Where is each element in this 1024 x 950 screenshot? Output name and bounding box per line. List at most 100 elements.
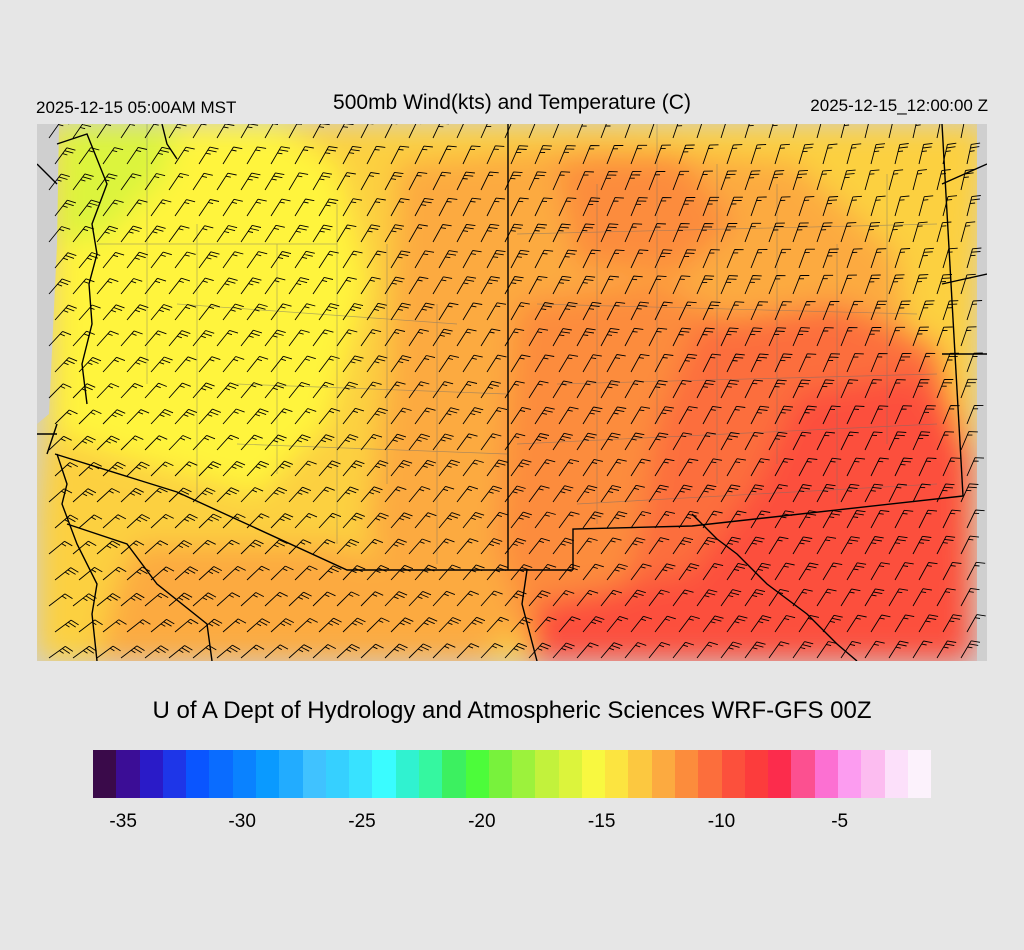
- wind-barb: [336, 381, 358, 399]
- wind-barb: [864, 169, 880, 191]
- wind-barb: [438, 250, 458, 269]
- wind-barb: [390, 302, 411, 321]
- wind-barb: [816, 588, 837, 607]
- wind-barb: [288, 124, 302, 139]
- wind-barb: [864, 274, 881, 295]
- wind-barb: [822, 248, 839, 269]
- wind-barb: [552, 380, 573, 399]
- wind-barb: [558, 301, 578, 321]
- utah-arizona-border: [54, 453, 573, 571]
- colorbar-swatch: [791, 750, 815, 798]
- wind-barb: [630, 406, 651, 425]
- wind-barb: [894, 562, 914, 581]
- wind-barb: [726, 562, 747, 581]
- wind-barb: [528, 537, 551, 555]
- colorbar-swatch: [814, 750, 838, 798]
- wind-barb: [672, 379, 692, 399]
- wind-barb: [438, 302, 459, 321]
- wind-barb: [678, 353, 698, 373]
- wind-barb: [336, 329, 358, 347]
- wind-barb: [822, 405, 841, 425]
- wind-barb: [294, 303, 316, 321]
- wind-barb: [480, 124, 492, 139]
- wind-barb: [672, 641, 695, 659]
- page-title: 500mb Wind(kts) and Temperature (C): [333, 91, 691, 114]
- colorbar-tick-label: -25: [348, 811, 376, 832]
- wind-barb: [126, 356, 149, 373]
- wind-barb: [696, 275, 715, 295]
- wind-barb: [966, 561, 986, 581]
- wind-barb: [552, 590, 575, 607]
- wind-barb: [168, 645, 193, 659]
- wind-barb: [528, 223, 547, 243]
- wind-barb: [918, 142, 933, 165]
- wind-barb: [336, 276, 357, 295]
- wind-barb: [672, 537, 694, 555]
- wind-barb: [168, 435, 192, 451]
- wind-barb: [600, 275, 619, 295]
- wind-barb: [504, 433, 526, 451]
- temp-zone-yellow: [57, 124, 367, 494]
- colorbar-tick-label: -35: [109, 811, 137, 832]
- wind-barb: [96, 540, 121, 555]
- wind-barb: [846, 300, 864, 321]
- wind-barb: [414, 564, 437, 581]
- wind-barb: [798, 457, 818, 477]
- wind-barb: [888, 274, 905, 295]
- wind-barb: [726, 615, 748, 633]
- wind-barb: [798, 562, 819, 581]
- wind-barb: [864, 326, 882, 347]
- wind-barb: [240, 172, 261, 191]
- wind-barb: [936, 483, 955, 503]
- wind-barb: [744, 589, 766, 607]
- wind-barb: [792, 379, 811, 399]
- wind-barb: [918, 247, 934, 269]
- wind-barb: [942, 614, 962, 633]
- wind-barb: [456, 124, 464, 139]
- wind-barb: [774, 353, 793, 373]
- wind-barb: [894, 614, 915, 633]
- wind-barb: [174, 513, 198, 529]
- wind-barb: [582, 354, 602, 373]
- wind-barb: [720, 327, 739, 347]
- wind-barb: [558, 563, 581, 581]
- wind-barb: [672, 589, 694, 607]
- wind-barb: [600, 485, 622, 503]
- wind-barb: [384, 486, 407, 503]
- wind-barb: [960, 483, 979, 503]
- wind-barb: [654, 458, 675, 477]
- wind-barb: [462, 511, 485, 529]
- wind-barb: [582, 458, 603, 477]
- wind-barb: [774, 196, 791, 217]
- wind-barb: [552, 124, 560, 139]
- wind-barb: [120, 487, 144, 503]
- wind-barb: [624, 275, 643, 295]
- wind-barb: [360, 591, 384, 607]
- wind-barb: [696, 536, 717, 555]
- new-mexico-southern-border: [572, 495, 964, 570]
- wind-barb: [720, 484, 741, 503]
- wind-barb: [96, 278, 119, 295]
- wind-barb: [936, 378, 954, 399]
- county-line: [516, 423, 938, 445]
- wind-barb: [774, 510, 795, 529]
- wind-barb: [678, 144, 695, 165]
- wind-barb: [726, 144, 743, 165]
- wind-barb: [966, 247, 982, 269]
- wind-barb: [102, 461, 126, 477]
- wind-barb: [336, 224, 357, 243]
- wind-barb: [312, 124, 330, 139]
- wind-barb: [750, 458, 770, 477]
- wind-barb: [456, 538, 479, 555]
- wind-barb: [120, 330, 143, 347]
- wind-barb: [792, 641, 814, 659]
- wind-barb: [576, 485, 598, 503]
- wind-barb: [648, 275, 667, 295]
- wind-barb: [270, 565, 294, 581]
- wind-barb: [72, 593, 97, 607]
- wind-barb: [864, 588, 885, 607]
- wind-barb: [552, 537, 574, 555]
- wind-barb: [216, 172, 237, 191]
- colorbar-swatch: [302, 750, 326, 798]
- wind-barb: [912, 221, 928, 243]
